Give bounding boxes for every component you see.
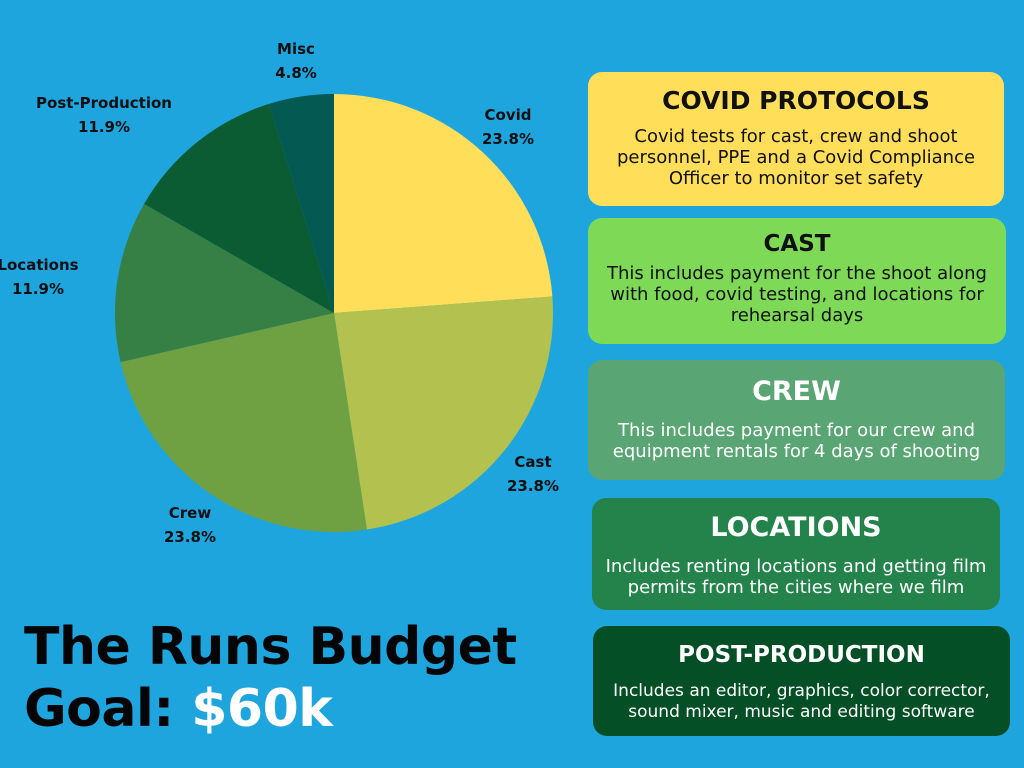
card-heading: POST-PRODUCTION	[678, 642, 925, 668]
card-crew: CREW This includes payment for our crew …	[588, 360, 1005, 480]
slice-name: Crew	[168, 504, 212, 522]
slice-name: Post-Production	[36, 94, 172, 112]
slice-label: Covid 23.8%	[482, 103, 534, 151]
slice-percent: 23.8%	[163, 528, 217, 546]
card-heading: LOCATIONS	[710, 512, 882, 543]
card-body: Covid tests for cast, crew and shoot per…	[616, 126, 976, 189]
slice-percent: 4.8%	[275, 64, 317, 82]
slice-name: Locations	[0, 256, 79, 274]
card-locations: LOCATIONS Includes renting locations and…	[592, 498, 1000, 610]
slice-name: Covid	[484, 106, 532, 124]
card-body: Includes renting locations and getting f…	[605, 556, 987, 598]
pie-slice-covid	[334, 94, 553, 313]
budget-title: The Runs Budget Goal: $60k	[24, 616, 517, 740]
goal-amount: $60k	[191, 679, 333, 739]
card-heading: COVID PROTOCOLS	[662, 86, 930, 115]
slice-label: Misc 4.8%	[275, 37, 317, 85]
slice-percent: 23.8%	[506, 477, 560, 495]
pie-slice-post-production	[144, 103, 334, 313]
slice-label: Post-Production 11.9%	[36, 91, 172, 139]
card-body: Includes an editor, graphics, color corr…	[613, 681, 990, 722]
pie-slice-locations	[115, 203, 335, 363]
slice-percent: 23.8%	[481, 130, 535, 148]
card-post-production: POST-PRODUCTION Includes an editor, grap…	[593, 626, 1010, 736]
slice-percent: 11.9%	[77, 118, 131, 136]
slice-label: Crew 23.8%	[164, 501, 216, 549]
slice-name: Cast	[514, 453, 552, 471]
slice-percent: 11.9%	[11, 280, 65, 298]
title-line-2: Goal: $60k	[24, 678, 517, 740]
slice-label: Locations 11.9%	[0, 253, 79, 301]
slice-label: Cast 23.8%	[507, 450, 559, 498]
card-heading: CAST	[763, 231, 831, 257]
pie-slice-cast	[334, 296, 554, 530]
goal-prefix: Goal:	[24, 679, 192, 739]
pie-slice-crew	[120, 313, 367, 532]
pie-chart	[115, 94, 554, 532]
slice-name: Misc	[277, 40, 315, 58]
card-cast: CAST This includes payment for the shoot…	[588, 218, 1006, 344]
card-body: This includes payment for the shoot alon…	[607, 263, 987, 326]
title-line-1: The Runs Budget	[24, 617, 517, 677]
card-body: This includes payment for our crew and e…	[612, 420, 981, 462]
card-heading: CREW	[752, 376, 841, 407]
card-covid-protocols: COVID PROTOCOLS Covid tests for cast, cr…	[588, 72, 1004, 206]
pie-slice-misc	[268, 94, 334, 313]
